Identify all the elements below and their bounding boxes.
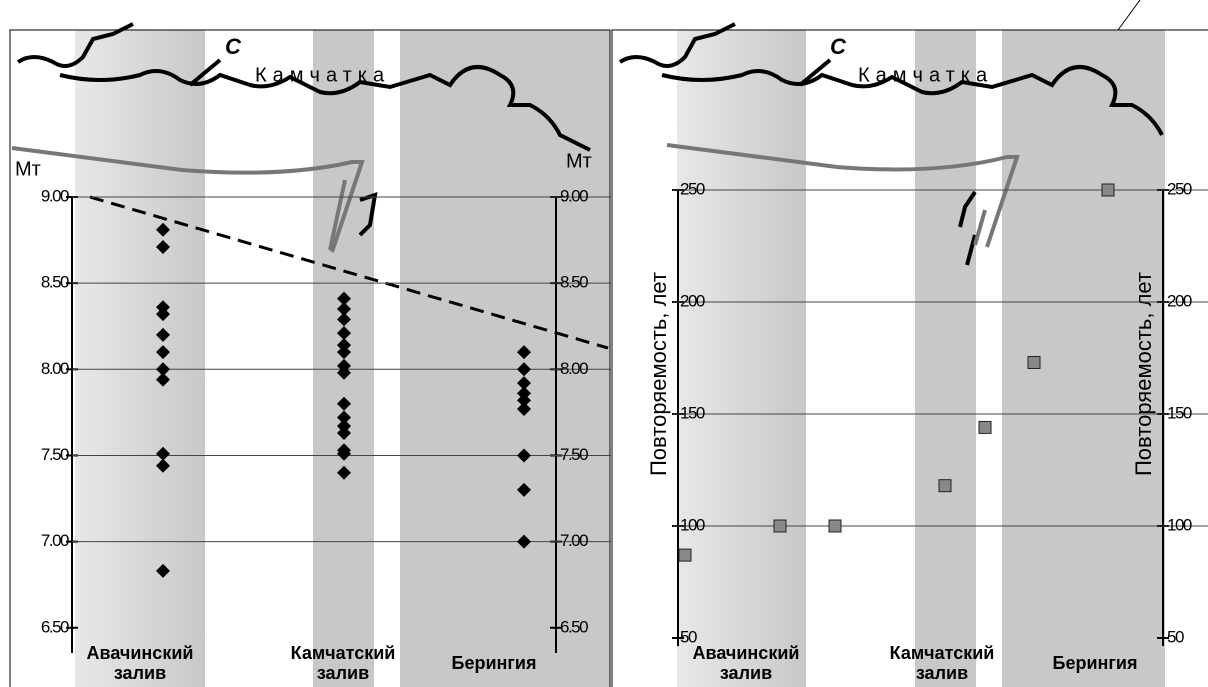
- y-tick-label: 9.00: [41, 186, 69, 205]
- data-point: [156, 563, 170, 578]
- y-tick-label: 100: [680, 515, 705, 534]
- data-point: [337, 312, 351, 327]
- y-tick-label: 9.00: [560, 186, 588, 205]
- north-arrow: [188, 58, 222, 87]
- data-point: [678, 548, 692, 562]
- data-point: [337, 410, 351, 425]
- panel-border: [611, 29, 1208, 687]
- y-axis-title: Мт: [566, 150, 592, 172]
- data-point: [1101, 183, 1115, 197]
- data-point: [517, 534, 531, 549]
- data-point: [773, 519, 787, 533]
- y-tick-label: 250: [680, 179, 705, 198]
- y-tick-label: 6.50: [41, 617, 69, 636]
- y-tick-label: 200: [680, 291, 705, 310]
- y-axis-title: Повторяемость, лет: [1131, 272, 1156, 476]
- y-tick-label: 50: [680, 627, 697, 646]
- data-point: [517, 482, 531, 497]
- data-point: [156, 458, 170, 473]
- data-point: [978, 420, 992, 434]
- y-tick-label: 8.50: [560, 273, 588, 292]
- data-point: [156, 372, 170, 387]
- data-point: [517, 401, 531, 416]
- data-point: [156, 362, 170, 377]
- data-point: [337, 426, 351, 441]
- north-label: С: [830, 34, 847, 59]
- y-tick-label: 8.00: [560, 359, 588, 378]
- x-category-label: Берингия: [1052, 653, 1138, 673]
- panel-border: [9, 29, 611, 687]
- y-axis-title: Повторяемость, лет: [646, 272, 671, 476]
- data-point: [517, 362, 531, 377]
- data-point: [517, 448, 531, 463]
- north-label: С: [225, 34, 242, 59]
- data-point: [517, 376, 531, 391]
- y-tick-label: 200: [1167, 291, 1192, 310]
- y-tick-label: 7.00: [41, 531, 69, 550]
- data-point: [156, 345, 170, 360]
- data-point: [828, 519, 842, 533]
- data-point: [1027, 355, 1041, 369]
- trend-line: [89, 195, 609, 350]
- trench: [11, 143, 1020, 253]
- data-point: [337, 291, 351, 306]
- data-point: [938, 479, 952, 493]
- y-tick-label: 7.00: [560, 531, 588, 550]
- x-category-label: Авачинский залив: [692, 643, 800, 683]
- data-point: [156, 327, 170, 342]
- pointer-line: [1117, 0, 1141, 31]
- map-label: Камчатка: [255, 64, 390, 86]
- data-point: [337, 396, 351, 411]
- data-point: [517, 393, 531, 408]
- y-tick-label: 50: [1167, 627, 1184, 646]
- map-label: Камчатка: [858, 64, 993, 86]
- y-tick-label: 6.50: [560, 617, 588, 636]
- data-point: [156, 307, 170, 322]
- data-point: [156, 239, 170, 254]
- y-tick-label: 150: [680, 403, 705, 422]
- data-point: [337, 326, 351, 341]
- data-point: [337, 345, 351, 360]
- y-tick-label: 100: [1167, 515, 1192, 534]
- data-point: [517, 345, 531, 360]
- data-point: [337, 365, 351, 380]
- data-point: [337, 302, 351, 316]
- y-tick-label: 7.50: [41, 445, 69, 464]
- y-tick-label: 8.00: [41, 359, 69, 378]
- y-tick-label: 8.50: [41, 273, 69, 292]
- north-arrow: [798, 58, 832, 87]
- x-category-label: Берингия: [451, 653, 537, 673]
- data-point: [337, 446, 351, 461]
- x-category-label: Авачинский залив: [86, 643, 194, 683]
- bands: [75, 30, 1165, 687]
- y-tick-label: 250: [1167, 179, 1192, 198]
- y-tick-label: 150: [1167, 403, 1192, 422]
- data-point: [337, 465, 351, 480]
- y-axis-title: Мт: [15, 158, 41, 180]
- x-category-label: Камчатский залив: [889, 643, 995, 683]
- data-point: [156, 222, 170, 237]
- x-category-label: Камчатский залив: [290, 643, 396, 683]
- y-tick-label: 7.50: [560, 445, 588, 464]
- data-point: [156, 446, 170, 461]
